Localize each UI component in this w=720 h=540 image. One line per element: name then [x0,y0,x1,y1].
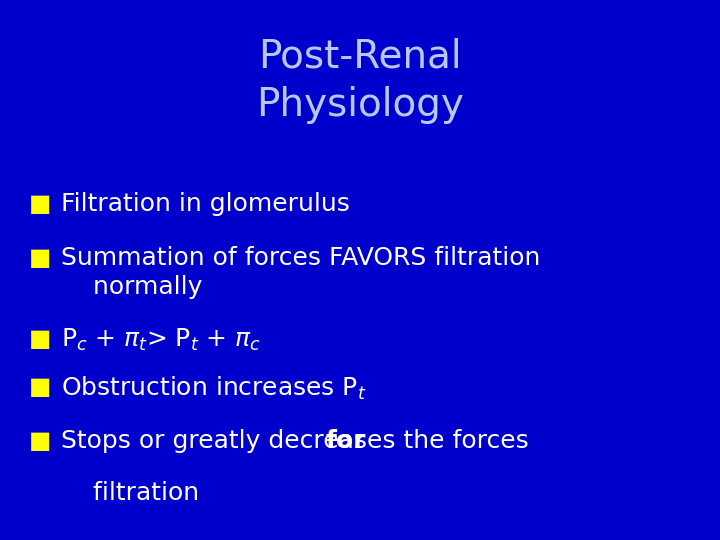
Text: Post-Renal
Physiology: Post-Renal Physiology [256,38,464,124]
Text: Summation of forces FAVORS filtration
    normally: Summation of forces FAVORS filtration no… [61,246,541,299]
Text: Filtration in glomerulus: Filtration in glomerulus [61,192,350,215]
Text: Stops or greatly decreases the forces: Stops or greatly decreases the forces [61,429,537,453]
Text: Obstruction increases P$_t$: Obstruction increases P$_t$ [61,375,367,402]
Text: P$_c$ + $\pi_t$> P$_t$ + $\pi_c$: P$_c$ + $\pi_t$> P$_t$ + $\pi_c$ [61,327,261,353]
Text: for: for [325,429,366,453]
Text: ■: ■ [29,327,51,350]
Text: ■: ■ [29,192,51,215]
Text: ■: ■ [29,429,51,453]
Text: filtration: filtration [61,481,199,504]
Text: ■: ■ [29,375,51,399]
Text: ■: ■ [29,246,51,269]
